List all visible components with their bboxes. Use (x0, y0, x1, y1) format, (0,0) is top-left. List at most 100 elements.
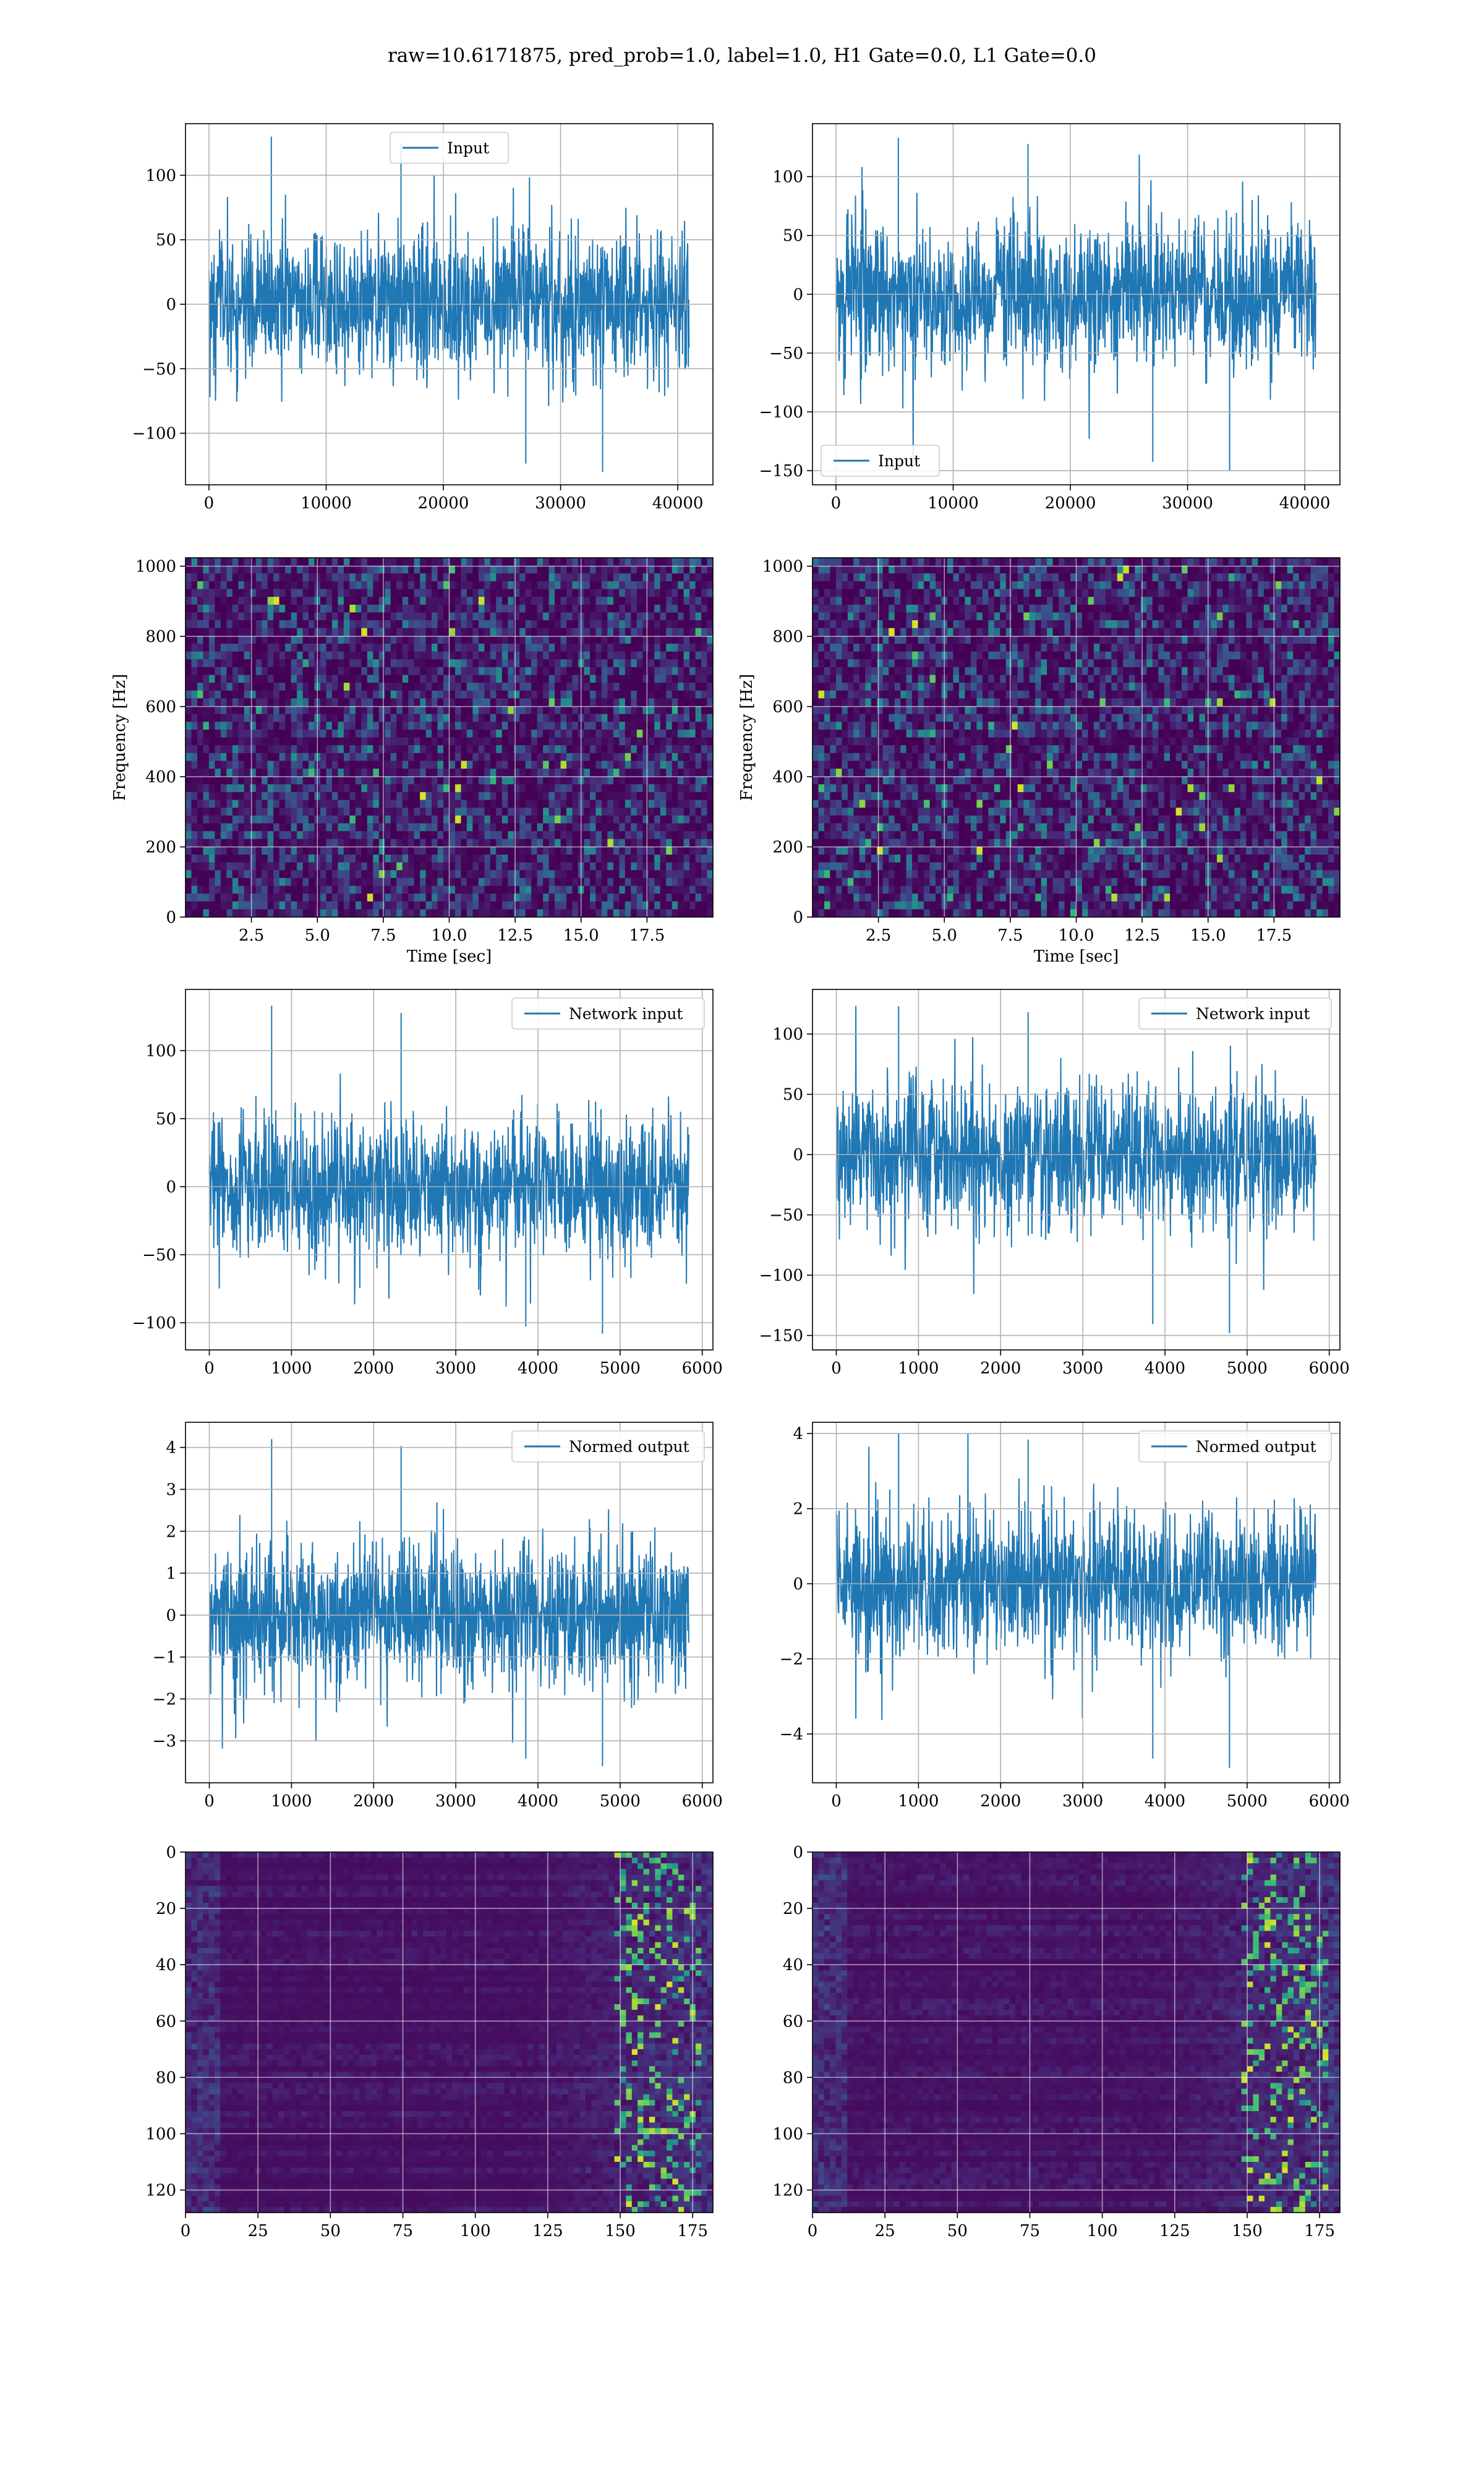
heatmap-cell (543, 816, 549, 824)
heatmap-cell (309, 612, 315, 620)
heatmap-cell (226, 581, 232, 589)
heatmap-cell (502, 738, 508, 746)
heatmap-cell (420, 738, 426, 746)
heatmap-cell (531, 573, 537, 581)
heatmap-cell (215, 738, 221, 746)
heatmap-cell (496, 738, 502, 746)
heatmap-cell (1164, 558, 1171, 566)
heatmap-cell (924, 605, 930, 613)
heatmap-cell (285, 636, 291, 644)
heatmap-cell (432, 800, 438, 808)
heatmap-cell (279, 589, 286, 597)
heatmap-cell (262, 839, 268, 847)
heatmap-cell (895, 612, 901, 620)
heatmap-cell (514, 628, 520, 636)
heatmap-cell (432, 808, 438, 816)
heatmap-cell (361, 784, 367, 792)
heatmap-cell (192, 558, 198, 566)
heatmap-cell (549, 886, 555, 894)
heatmap-cell (232, 722, 239, 730)
heatmap-cell (883, 597, 889, 605)
heatmap-cell (285, 784, 291, 792)
heatmap-cell (332, 855, 338, 863)
heatmap-cell (519, 753, 526, 761)
heatmap-cell (326, 870, 333, 878)
heatmap-cell (584, 886, 591, 894)
heatmap-cell (455, 636, 461, 644)
heatmap-cell (484, 769, 490, 777)
heatmap-cell (472, 612, 479, 620)
heatmap-cell (1035, 558, 1041, 566)
heatmap-cell (291, 761, 297, 769)
heatmap-cell (689, 652, 696, 660)
heatmap-cell (408, 855, 414, 863)
heatmap-cell (443, 597, 450, 605)
heatmap-cell (631, 808, 637, 816)
heatmap-cell (484, 878, 490, 886)
heatmap-cell (666, 902, 672, 910)
heatmap-cell (549, 870, 555, 878)
heatmap-cell (396, 777, 403, 785)
heatmap-cell (613, 620, 620, 628)
heatmap-cell (403, 792, 409, 800)
heatmap-cell (349, 847, 356, 855)
heatmap-cell (262, 878, 268, 886)
heatmap-cell (502, 620, 508, 628)
heatmap-cell (672, 605, 678, 613)
heatmap-cell (385, 730, 391, 738)
heatmap-cell (285, 831, 291, 839)
heatmap-cell (1077, 589, 1083, 597)
heatmap-cell (613, 847, 620, 855)
heatmap-cell (356, 620, 362, 628)
heatmap-cell (209, 628, 215, 636)
heatmap-cell (514, 597, 520, 605)
heatmap-cell (502, 573, 508, 581)
heatmap-cell (443, 612, 450, 620)
heatmap-cell (285, 823, 291, 831)
heatmap-cell (391, 894, 397, 902)
heatmap-cell (613, 667, 620, 675)
heatmap-cell (561, 573, 567, 581)
heatmap-cell (555, 878, 561, 886)
heatmap-cell (367, 800, 373, 808)
heatmap-cell (637, 745, 643, 753)
heatmap-cell (549, 573, 555, 581)
heatmap-cell (303, 573, 309, 581)
heatmap-cell (526, 855, 532, 863)
heatmap-cell (291, 652, 297, 660)
heatmap-cell (396, 738, 403, 746)
heatmap-cell (232, 902, 239, 910)
heatmap-cell (320, 659, 326, 667)
heatmap-cell (344, 730, 350, 738)
heatmap-cell (268, 691, 274, 699)
heatmap-cell (391, 714, 397, 722)
heatmap-cell (268, 784, 274, 792)
heatmap-cell (537, 706, 544, 714)
heatmap-cell (326, 722, 333, 730)
heatmap-cell (250, 800, 256, 808)
heatmap-cell (631, 597, 637, 605)
heatmap-cell (467, 644, 473, 652)
heatmap-cell (338, 870, 344, 878)
heatmap-cell (326, 706, 333, 714)
heatmap-cell (595, 683, 602, 691)
heatmap-cell (443, 816, 450, 824)
heatmap-cell (654, 808, 660, 816)
heatmap-cell (543, 792, 549, 800)
heatmap-cell (654, 745, 660, 753)
heatmap-cell (455, 612, 461, 620)
heatmap-cell (531, 691, 537, 699)
heatmap-cell (537, 636, 544, 644)
heatmap-cell (303, 636, 309, 644)
heatmap-cell (654, 691, 660, 699)
heatmap-cell (373, 581, 379, 589)
heatmap-cell (502, 800, 508, 808)
heatmap-cell (403, 777, 409, 785)
heatmap-cell (192, 878, 198, 886)
heatmap-cell (356, 738, 362, 746)
heatmap-cell (426, 683, 432, 691)
heatmap-cell (338, 620, 344, 628)
heatmap-cell (660, 652, 667, 660)
heatmap-cell (396, 636, 403, 644)
heatmap-cell (1006, 612, 1012, 620)
